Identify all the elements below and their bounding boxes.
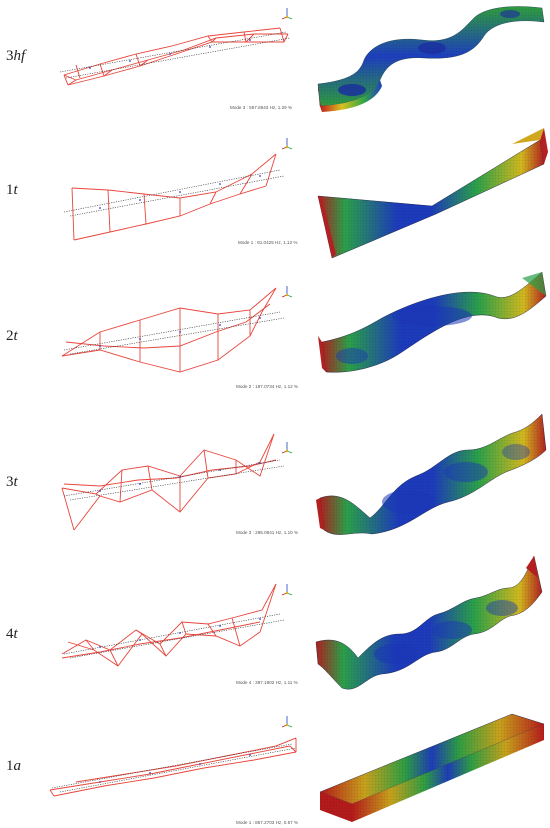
wireframe-plot-4t xyxy=(61,583,285,667)
mode-caption-4t: Mode 4 : 397.1902 Hz, 1.11 % xyxy=(236,680,298,685)
contour-shape-3t xyxy=(316,413,547,535)
axis-triad-icon xyxy=(281,716,293,728)
wireframe-plot-3t xyxy=(61,433,285,531)
mode-row-3t: 3t Mode 3 : 295.0841 Hz, 1.10 % xyxy=(0,402,550,548)
contour-shape-1a xyxy=(319,713,545,822)
mode-row-1a: 1a Mode 1 : 857.2703 Hz, 0.57 % xyxy=(0,696,550,828)
mode-caption-3t: Mode 3 : 295.0841 Hz, 1.10 % xyxy=(236,530,299,535)
mode-label-2t: 2t xyxy=(6,328,18,344)
wireframe-plot-1a xyxy=(49,737,297,797)
contour-shape-3hf xyxy=(317,6,545,112)
axis-triad-icon xyxy=(281,138,293,150)
wireframe-plot-3hf xyxy=(59,27,291,86)
wireframe-plot-2t xyxy=(61,287,285,373)
axis-triad-icon xyxy=(281,8,293,20)
mode-label-3hf: 3hf xyxy=(6,48,26,64)
mode-label-1t: 1t xyxy=(6,182,18,198)
mode-caption-3hf: Mode 3 : 557.6943 Hz, 1.29 % xyxy=(230,105,293,110)
mode-caption-2t: Mode 2 : 187.0734 Hz, 1.12 % xyxy=(236,384,299,389)
contour-shape-1t xyxy=(317,128,548,259)
wireframe-plot-1t xyxy=(63,153,285,241)
mode-row-4t: 4t Mode 4 : 397.1902 Hz, 1.11 % xyxy=(0,548,550,696)
axis-triad-icon xyxy=(281,584,293,596)
mode-caption-1a: Mode 1 : 857.2703 Hz, 0.57 % xyxy=(236,820,299,825)
mode-row-3hf: 3hf Mode 3 : 557.6943 Hz, 1.29 % xyxy=(0,0,550,130)
mode-label-1a: 1a xyxy=(6,758,21,774)
mode-label-3t: 3t xyxy=(6,474,18,490)
mode-row-1t: 1t Mode 1 : 91.0425 Hz, 1.12 % xyxy=(0,128,550,266)
mode-row-2t: 2t Mode 2 : 187.0734 Hz, 1.12 % xyxy=(0,266,550,402)
contour-shape-4t xyxy=(315,555,543,690)
axis-triad-icon xyxy=(281,286,293,298)
mode-caption-1t: Mode 1 : 91.0425 Hz, 1.12 % xyxy=(238,240,298,245)
axis-triad-icon xyxy=(281,442,293,454)
contour-shape-2t xyxy=(318,271,547,373)
mode-label-4t: 4t xyxy=(6,626,18,642)
